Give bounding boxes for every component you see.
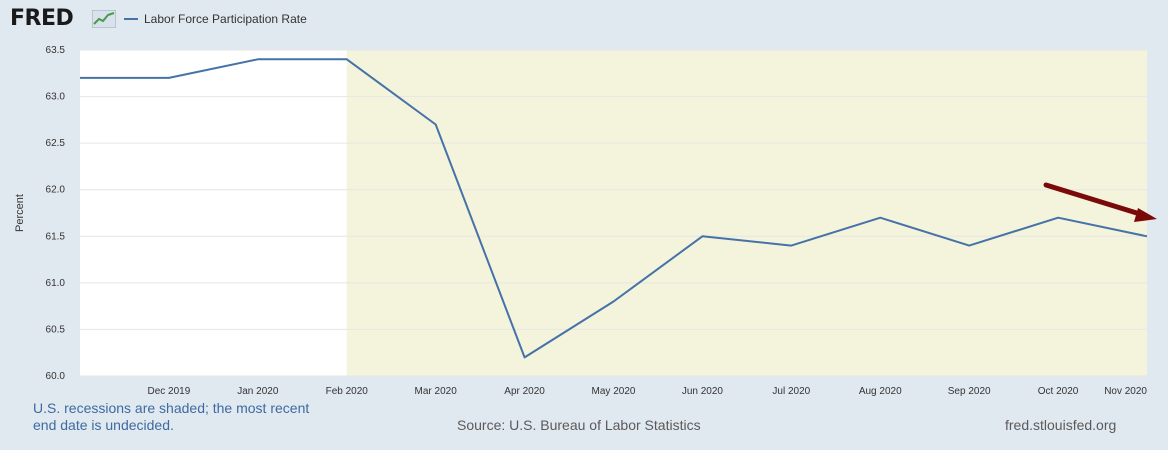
x-axis-ticks: Dec 2019 Jan 2020 Feb 2020 Mar 2020 Apr 2020… [148, 386, 1148, 397]
line-chart-icon [92, 10, 116, 28]
chart-legend: Labor Force Participation Rate [124, 12, 307, 26]
x-tick-label: Jun 2020 [682, 386, 724, 397]
arrow-shaft [1043, 182, 1143, 217]
recession-note: U.S. recessions are shaded; the most rec… [33, 400, 310, 433]
y-tick-label: 61.5 [46, 231, 66, 242]
x-tick-label: Nov 2020 [1104, 386, 1147, 397]
fred-logo[interactable]: FRED [10, 6, 74, 31]
legend-label: Labor Force Participation Rate [144, 12, 307, 26]
x-tick-label: May 2020 [592, 386, 636, 397]
series-line [80, 58, 1148, 359]
x-tick-label: Dec 2019 [148, 386, 191, 397]
legend-swatch [124, 17, 138, 20]
y-tick-label: 62.5 [46, 138, 66, 149]
x-tick-label: Jul 2020 [772, 386, 810, 397]
chart-header: FRED Labor Force Participation Rate [0, 0, 1168, 40]
fred-url-link[interactable]: fred.stlouisfed.org [1005, 417, 1117, 433]
x-tick-label: Mar 2020 [415, 386, 458, 397]
y-tick-label: 62.0 [46, 185, 66, 196]
y-axis-title: Percent [14, 194, 26, 232]
y-tick-label: 63.5 [46, 45, 66, 56]
line-chart: 60.0 60.5 61.0 61.5 62.0 62.5 63.0 63.5 Dec 201… [14, 45, 1157, 397]
y-tick-label: 61.0 [46, 278, 66, 289]
x-tick-label: Jan 2020 [237, 386, 279, 397]
y-tick-label: 60.0 [46, 371, 66, 382]
x-tick-label: Sep 2020 [948, 386, 991, 397]
annotation-arrow [1043, 182, 1157, 222]
arrow-head [1134, 208, 1157, 222]
x-tick-label: Apr 2020 [504, 386, 545, 397]
x-tick-label: Oct 2020 [1038, 386, 1079, 397]
x-tick-label: Aug 2020 [859, 386, 902, 397]
recession-shading [346, 50, 1147, 376]
y-tick-label: 60.5 [46, 324, 66, 335]
y-tick-label: 63.0 [46, 92, 66, 103]
y-axis-ticks: 60.0 60.5 61.0 61.5 62.0 62.5 63.0 63.5 [46, 45, 66, 382]
source-note: Source: U.S. Bureau of Labor Statistics [457, 417, 701, 433]
grid-lines [80, 49, 1147, 377]
x-tick-label: Feb 2020 [326, 386, 369, 397]
